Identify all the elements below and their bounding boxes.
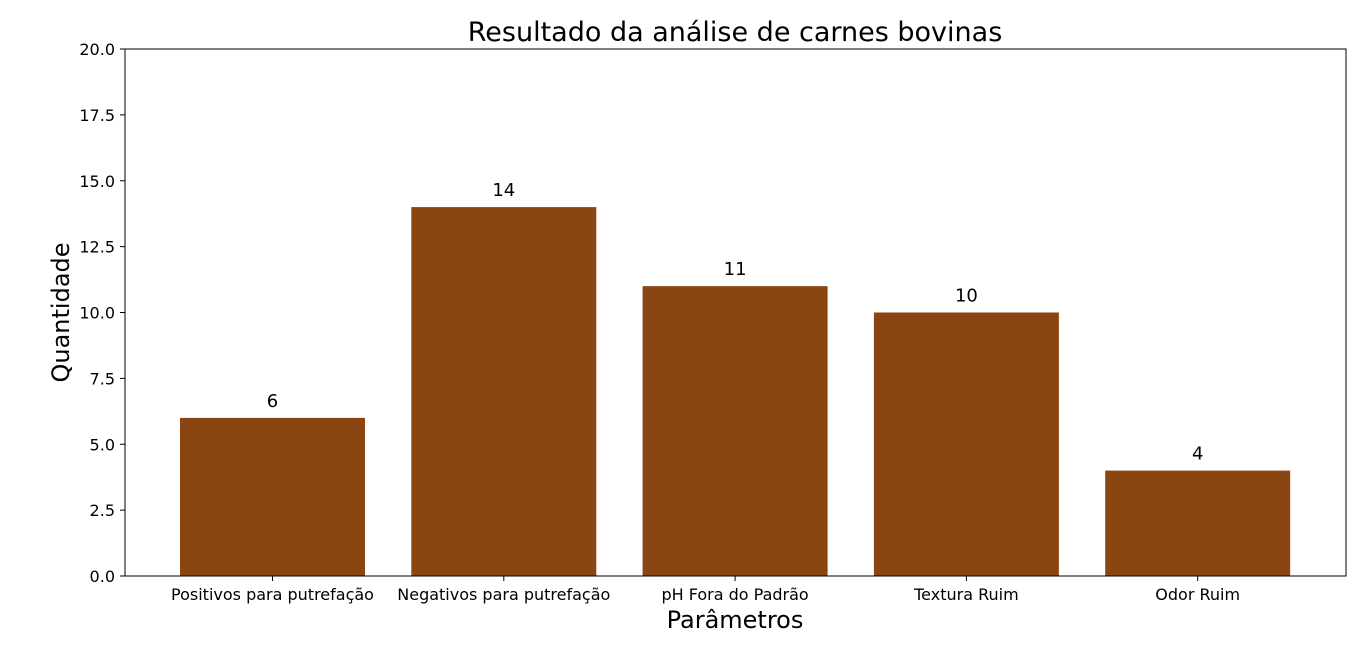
- data-label: 11: [724, 259, 747, 280]
- y-tick-label: 0.0: [90, 567, 115, 586]
- x-tick-label: Odor Ruim: [1155, 585, 1240, 604]
- y-tick-label: 17.5: [79, 106, 115, 125]
- chart-title: Resultado da análise de carnes bovinas: [468, 17, 1003, 48]
- bar: [873, 312, 1059, 576]
- x-axis-label: Parâmetros: [667, 606, 804, 634]
- bars-group: [180, 207, 1291, 576]
- bar: [642, 286, 828, 576]
- x-axis: Positivos para putrefação Negativos para …: [171, 576, 1240, 604]
- y-tick-label: 5.0: [90, 435, 115, 454]
- y-axis-label: Quantidade: [47, 242, 75, 382]
- bar: [180, 417, 365, 576]
- y-tick-label: 2.5: [90, 501, 115, 520]
- x-tick-label: pH Fora do Padrão: [661, 585, 808, 604]
- y-tick-label: 12.5: [79, 238, 115, 257]
- data-labels-group: 6 14 11 10 4: [267, 180, 1204, 465]
- bar: [411, 207, 597, 576]
- x-tick-label: Positivos para putrefação: [171, 585, 374, 604]
- data-label: 14: [492, 180, 515, 201]
- x-tick-label: Negativos para putrefação: [397, 585, 610, 604]
- y-tick-label: 7.5: [90, 369, 115, 388]
- y-tick-label: 10.0: [79, 304, 115, 323]
- y-tick-label: 15.0: [79, 172, 115, 191]
- y-axis: 0.0 2.5 5.0 7.5 10.0 12.5 15.0 17.5 20.0: [79, 40, 125, 586]
- bar: [1105, 470, 1291, 576]
- data-label: 4: [1192, 444, 1203, 465]
- y-tick-label: 20.0: [79, 40, 115, 59]
- data-label: 10: [955, 286, 978, 307]
- x-tick-label: Textura Ruim: [913, 585, 1019, 604]
- data-label: 6: [267, 391, 278, 412]
